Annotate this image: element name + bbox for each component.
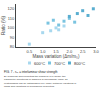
svg-text:2.0: 2.0 xyxy=(67,49,73,54)
svg-text:700°C: 700°C xyxy=(54,61,65,66)
svg-text:3.0: 3.0 xyxy=(93,49,99,54)
svg-text:1.0: 1.0 xyxy=(40,49,46,54)
svg-text:Mass variation (Δm/m₀): Mass variation (Δm/m₀) xyxy=(33,54,80,59)
svg-text:1.5: 1.5 xyxy=(53,49,59,54)
svg-text:120: 120 xyxy=(8,6,15,11)
svg-text:90: 90 xyxy=(10,35,15,40)
svg-text:By modeling and predicting the: By modeling and predicting the behavior … xyxy=(4,75,77,88)
svg-text:0.5: 0.5 xyxy=(27,49,33,54)
svg-text:600°C: 600°C xyxy=(34,61,45,66)
svg-text:2.5: 2.5 xyxy=(80,49,86,54)
svg-text:80: 80 xyxy=(10,44,15,49)
svg-text:Ratio (%): Ratio (%) xyxy=(1,16,6,35)
svg-text:110: 110 xyxy=(8,16,15,21)
svg-text:800°C: 800°C xyxy=(74,61,85,66)
svg-text:100: 100 xyxy=(8,25,15,30)
svg-text:FIG. 7 - τₜ₀ = interlaminar sh: FIG. 7 - τₜ₀ = interlaminar shear streng… xyxy=(4,70,58,74)
